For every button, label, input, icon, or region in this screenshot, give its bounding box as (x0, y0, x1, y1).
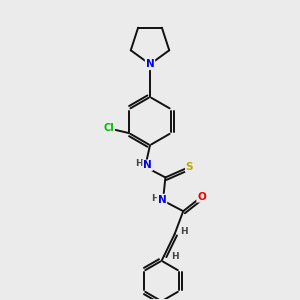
Text: N: N (146, 59, 154, 69)
Text: Cl: Cl (103, 123, 114, 133)
Text: H: H (135, 158, 143, 167)
Text: H: H (171, 252, 178, 261)
Text: H: H (151, 194, 159, 203)
Text: N: N (158, 195, 167, 205)
Text: H: H (180, 227, 188, 236)
Text: N: N (143, 160, 152, 170)
Text: S: S (186, 162, 193, 172)
Text: O: O (197, 192, 206, 202)
